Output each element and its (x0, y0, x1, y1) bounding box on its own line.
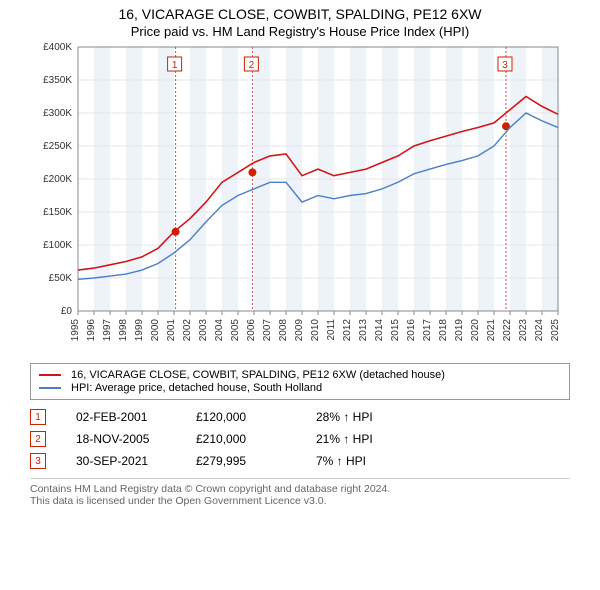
chart-subtitle: Price paid vs. HM Land Registry's House … (131, 24, 469, 39)
svg-text:2014: 2014 (374, 319, 385, 342)
svg-text:1998: 1998 (118, 319, 129, 342)
tx-price: £120,000 (196, 410, 286, 424)
tx-price: £210,000 (196, 432, 286, 446)
svg-text:2001: 2001 (166, 319, 177, 342)
footer: Contains HM Land Registry data © Crown c… (30, 478, 570, 507)
svg-text:2005: 2005 (230, 319, 241, 342)
tx-date: 30-SEP-2021 (76, 454, 166, 468)
svg-text:2000: 2000 (150, 319, 161, 342)
svg-text:1: 1 (172, 60, 178, 71)
tx-hpi: 28% ↑ HPI (316, 410, 406, 424)
tx-badge: 2 (30, 431, 46, 447)
svg-text:2010: 2010 (310, 319, 321, 342)
tx-hpi: 7% ↑ HPI (316, 454, 406, 468)
svg-text:£200K: £200K (43, 174, 72, 185)
legend-item: HPI: Average price, detached house, Sout… (39, 382, 561, 394)
svg-text:2018: 2018 (438, 319, 449, 342)
svg-text:2011: 2011 (326, 319, 337, 341)
svg-text:2002: 2002 (182, 319, 193, 342)
transaction-table: 1 02-FEB-2001 £120,000 28% ↑ HPI 2 18-NO… (30, 406, 570, 472)
footer-line: This data is licensed under the Open Gov… (30, 495, 570, 507)
svg-text:£50K: £50K (49, 273, 73, 284)
svg-text:£150K: £150K (43, 207, 72, 218)
svg-text:2017: 2017 (422, 319, 433, 342)
tx-hpi: 21% ↑ HPI (316, 432, 406, 446)
svg-text:£400K: £400K (43, 42, 72, 53)
svg-text:2012: 2012 (342, 319, 353, 342)
table-row: 2 18-NOV-2005 £210,000 21% ↑ HPI (30, 428, 570, 450)
legend: 16, VICARAGE CLOSE, COWBIT, SPALDING, PE… (30, 363, 570, 400)
svg-text:1999: 1999 (134, 319, 145, 342)
svg-text:2024: 2024 (534, 319, 545, 342)
svg-text:£350K: £350K (43, 75, 72, 86)
svg-text:£100K: £100K (43, 240, 72, 251)
price-chart: £0 £50K £100K £150K £200K £250K £300K £350K £400… (30, 39, 570, 359)
svg-text:3: 3 (502, 60, 508, 71)
svg-text:2006: 2006 (246, 319, 257, 342)
tx-price: £279,995 (196, 454, 286, 468)
svg-text:1996: 1996 (86, 319, 97, 342)
legend-label: HPI: Average price, detached house, Sout… (71, 382, 322, 394)
svg-text:2009: 2009 (294, 319, 305, 342)
svg-text:2020: 2020 (470, 319, 481, 342)
svg-text:2022: 2022 (502, 319, 513, 342)
svg-text:2015: 2015 (390, 319, 401, 342)
legend-swatch (39, 374, 61, 376)
svg-text:2003: 2003 (198, 319, 209, 342)
svg-text:2016: 2016 (406, 319, 417, 342)
svg-text:2: 2 (249, 60, 255, 71)
chart-title: 16, VICARAGE CLOSE, COWBIT, SPALDING, PE… (118, 6, 481, 22)
footer-line: Contains HM Land Registry data © Crown c… (30, 483, 570, 495)
svg-text:£250K: £250K (43, 141, 72, 152)
svg-text:2008: 2008 (278, 319, 289, 342)
legend-swatch (39, 387, 61, 389)
svg-text:1997: 1997 (102, 319, 113, 342)
tx-date: 02-FEB-2001 (76, 410, 166, 424)
tx-date: 18-NOV-2005 (76, 432, 166, 446)
table-row: 1 02-FEB-2001 £120,000 28% ↑ HPI (30, 406, 570, 428)
legend-item: 16, VICARAGE CLOSE, COWBIT, SPALDING, PE… (39, 369, 561, 381)
tx-badge: 3 (30, 453, 46, 469)
svg-text:2025: 2025 (550, 319, 561, 342)
svg-text:2021: 2021 (486, 319, 497, 342)
svg-text:2013: 2013 (358, 319, 369, 342)
svg-text:£300K: £300K (43, 108, 72, 119)
table-row: 3 30-SEP-2021 £279,995 7% ↑ HPI (30, 450, 570, 472)
svg-text:2023: 2023 (518, 319, 529, 342)
svg-text:2019: 2019 (454, 319, 465, 342)
svg-text:2007: 2007 (262, 319, 273, 342)
tx-badge: 1 (30, 409, 46, 425)
svg-text:2004: 2004 (214, 319, 225, 342)
legend-label: 16, VICARAGE CLOSE, COWBIT, SPALDING, PE… (71, 369, 445, 381)
svg-text:1995: 1995 (70, 319, 81, 342)
svg-text:£0: £0 (61, 306, 73, 317)
